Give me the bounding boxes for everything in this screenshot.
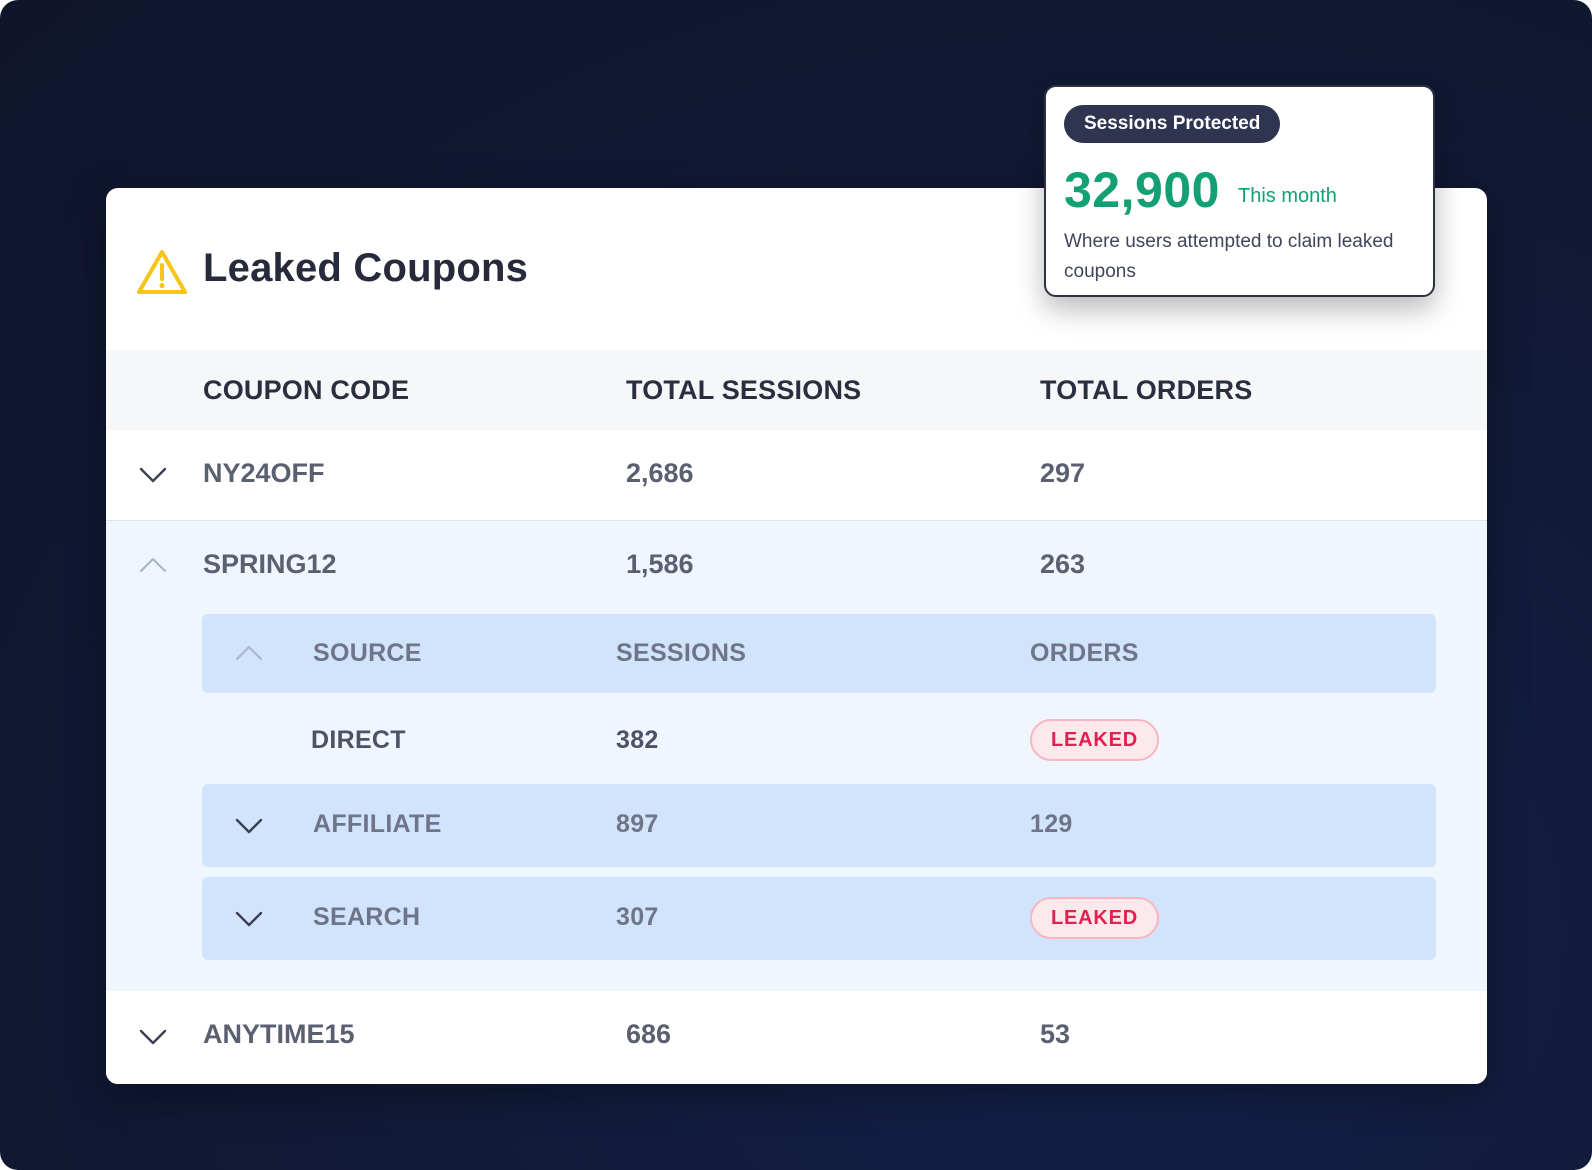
coupon-code: SPRING12 — [203, 549, 337, 579]
period-label: This month — [1238, 185, 1337, 207]
sub-column-header-source: SOURCE — [313, 639, 422, 667]
chevron-down-icon[interactable] — [234, 817, 264, 835]
source-label: AFFILIATE — [313, 810, 442, 838]
card-header: Leaked Coupons — [106, 188, 1487, 350]
sub-table-row[interactable]: SEARCH 307 LEAKED — [202, 877, 1436, 960]
coupon-code: ANYTIME15 — [203, 1019, 355, 1049]
column-header-total-sessions[interactable]: TOTAL SESSIONS — [626, 375, 862, 405]
sub-table-row[interactable]: AFFILIATE 897 129 — [202, 784, 1436, 867]
sub-column-header-orders: ORDERS — [1030, 639, 1139, 667]
total-orders: 53 — [1040, 1019, 1071, 1049]
sub-table-row[interactable]: DIRECT 382 LEAKED — [202, 696, 1436, 784]
column-header-total-orders[interactable]: TOTAL ORDERS — [1040, 375, 1253, 405]
source-sessions: 307 — [616, 903, 659, 931]
chevron-up-icon[interactable] — [138, 556, 168, 574]
sessions-protected-popover: Sessions Protected 32,900 This month Whe… — [1044, 85, 1435, 297]
leaked-badge: LEAKED — [1030, 897, 1160, 939]
source-label: SEARCH — [313, 903, 421, 931]
sub-column-header-sessions: SESSIONS — [616, 639, 747, 667]
sessions-protected-badge: Sessions Protected — [1064, 105, 1281, 143]
total-sessions: 2,686 — [626, 458, 694, 488]
total-sessions: 1,586 — [626, 549, 694, 579]
total-orders: 297 — [1040, 458, 1086, 488]
coupon-code: NY24OFF — [203, 458, 325, 488]
source-label: DIRECT — [311, 726, 406, 754]
leaked-badge: LEAKED — [1030, 719, 1160, 761]
sub-table-header: SOURCE SESSIONS ORDERS — [202, 614, 1436, 693]
warning-triangle-icon — [137, 250, 187, 294]
table-row[interactable]: ANYTIME15 686 53 — [106, 991, 1487, 1084]
page-title: Leaked Coupons — [203, 246, 529, 290]
sessions-protected-value: 32,900 — [1064, 162, 1220, 218]
column-header-coupon-code[interactable]: COUPON CODE — [203, 375, 410, 405]
chevron-up-icon[interactable] — [234, 644, 264, 662]
chevron-down-icon[interactable] — [138, 1028, 168, 1046]
table-header: COUPON CODE TOTAL SESSIONS TOTAL ORDERS — [106, 350, 1487, 430]
chevron-down-icon[interactable] — [234, 910, 264, 928]
total-sessions: 686 — [626, 1019, 672, 1049]
source-sessions: 897 — [616, 810, 659, 838]
source-orders: 129 — [1030, 810, 1073, 838]
table-row[interactable]: NY24OFF 2,686 297 — [106, 430, 1487, 521]
leaked-coupons-card: Leaked Coupons COUPON CODE TOTAL SESSION… — [106, 188, 1487, 1084]
sessions-protected-description: Where users attempted to claim leaked co… — [1064, 231, 1394, 282]
total-orders: 263 — [1040, 549, 1086, 579]
table-row-expanded[interactable]: SPRING12 1,586 263 SOURCE SESSIONS ORDER… — [106, 521, 1487, 991]
source-sessions: 382 — [616, 726, 659, 754]
chevron-down-icon[interactable] — [138, 466, 168, 484]
